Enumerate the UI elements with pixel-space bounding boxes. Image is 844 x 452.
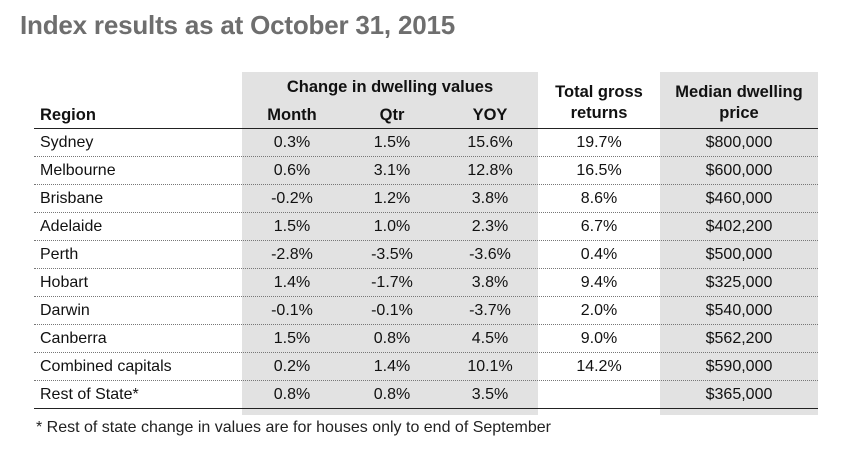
cell-qtr: 1.5%: [373, 134, 411, 151]
cell-region: Canberra: [40, 330, 107, 347]
cell-gross: 14.2%: [576, 358, 622, 375]
table-row: Hobart 1.4% -1.7% 3.8% 9.4% $325,000: [34, 269, 818, 297]
cell-gross: 9.0%: [580, 330, 618, 347]
cell-qtr: -3.5%: [371, 246, 413, 263]
table-row: Darwin -0.1% -0.1% -3.7% 2.0% $540,000: [34, 297, 818, 325]
cell-region: Brisbane: [40, 190, 104, 207]
cell-yoy: 10.1%: [467, 358, 513, 375]
table-row: Sydney 0.3% 1.5% 15.6% 19.7% $800,000: [34, 129, 818, 157]
cell-qtr: 1.0%: [373, 218, 411, 235]
header-divider: [34, 128, 818, 129]
group-header-change: Change in dwelling values: [286, 78, 494, 96]
cell-gross: 8.6%: [580, 190, 618, 207]
cell-region: Hobart: [40, 274, 89, 291]
cell-month: 1.5%: [273, 330, 311, 347]
cell-region: Perth: [40, 246, 79, 263]
cell-month: -0.1%: [271, 302, 313, 319]
cell-month: 0.6%: [273, 162, 311, 179]
cell-qtr: -0.1%: [371, 302, 413, 319]
cell-month: 0.8%: [273, 386, 311, 403]
table-body: Sydney 0.3% 1.5% 15.6% 19.7% $800,000 Me…: [34, 129, 818, 409]
column-header-total-gross-returns: Total gross returns: [538, 82, 660, 124]
cell-month: 1.4%: [273, 274, 311, 291]
cell-median: $600,000: [705, 162, 773, 179]
cell-qtr: 0.8%: [373, 386, 411, 403]
column-header-yoy: YOY: [472, 106, 508, 124]
table-row: Melbourne 0.6% 3.1% 12.8% 16.5% $600,000: [34, 157, 818, 185]
cell-median: $460,000: [705, 190, 773, 207]
cell-region: Adelaide: [40, 218, 103, 235]
cell-month: 1.5%: [273, 218, 311, 235]
cell-gross: [538, 381, 660, 409]
cell-yoy: 2.3%: [471, 218, 509, 235]
page-title: Index results as at October 31, 2015: [20, 10, 456, 40]
table-row: Adelaide 1.5% 1.0% 2.3% 6.7% $402,200: [34, 213, 818, 241]
cell-qtr: 3.1%: [373, 162, 411, 179]
median-column-shading: [660, 72, 818, 415]
cell-gross: 19.7%: [576, 134, 622, 151]
cell-region: Combined capitals: [40, 358, 172, 375]
cell-median: $402,200: [705, 218, 773, 235]
cell-month: 0.3%: [273, 134, 311, 151]
cell-gross: 16.5%: [576, 162, 622, 179]
cell-yoy: -3.7%: [469, 302, 511, 319]
cell-median: $500,000: [705, 246, 773, 263]
cell-qtr: 0.8%: [373, 330, 411, 347]
cell-median: $325,000: [705, 274, 773, 291]
cell-month: 0.2%: [273, 358, 311, 375]
cell-median: $365,000: [705, 386, 773, 403]
cell-gross: 6.7%: [580, 218, 618, 235]
cell-month: -0.2%: [271, 190, 313, 207]
column-header-median-dwelling-price: Median dwelling price: [660, 82, 818, 124]
cell-yoy: 3.5%: [471, 386, 509, 403]
cell-month: -2.8%: [271, 246, 313, 263]
cell-yoy: 4.5%: [471, 330, 509, 347]
table-row: Canberra 1.5% 0.8% 4.5% 9.0% $562,200: [34, 325, 818, 353]
change-columns-shading: [242, 72, 538, 415]
cell-region: Rest of State*: [40, 386, 139, 403]
cell-median: $590,000: [705, 358, 773, 375]
cell-median: $562,200: [705, 330, 773, 347]
cell-qtr: -1.7%: [371, 274, 413, 291]
cell-region: Darwin: [40, 302, 90, 319]
cell-region: Melbourne: [40, 162, 116, 179]
cell-yoy: 12.8%: [467, 162, 513, 179]
column-header-region: Region: [40, 106, 96, 124]
cell-qtr: 1.4%: [373, 358, 411, 375]
column-header-median-line2: price: [719, 104, 759, 122]
column-header-gross-line1: Total gross: [555, 83, 643, 101]
table-row: Perth -2.8% -3.5% -3.6% 0.4% $500,000: [34, 241, 818, 269]
cell-median: $540,000: [705, 302, 773, 319]
column-header-month: Month: [267, 106, 317, 124]
cell-yoy: 3.8%: [471, 190, 509, 207]
table-row: Combined capitals 0.2% 1.4% 10.1% 14.2% …: [34, 353, 818, 381]
cell-gross: 2.0%: [580, 302, 618, 319]
column-header-median-line1: Median dwelling: [675, 83, 803, 101]
cell-yoy: -3.6%: [469, 246, 511, 263]
cell-gross: 0.4%: [580, 246, 618, 263]
table-row: Rest of State* 0.8% 0.8% 3.5% $365,000: [34, 381, 818, 409]
table-row: Brisbane -0.2% 1.2% 3.8% 8.6% $460,000: [34, 185, 818, 213]
cell-qtr: 1.2%: [373, 190, 411, 207]
cell-region: Sydney: [40, 134, 94, 151]
column-header-gross-line2: returns: [570, 104, 628, 122]
cell-yoy: 3.8%: [471, 274, 509, 291]
footnote: * Rest of state change in values are for…: [36, 419, 551, 436]
cell-gross: 9.4%: [580, 274, 618, 291]
cell-median: $800,000: [705, 134, 773, 151]
column-header-qtr: Qtr: [379, 106, 405, 124]
cell-yoy: 15.6%: [467, 134, 513, 151]
